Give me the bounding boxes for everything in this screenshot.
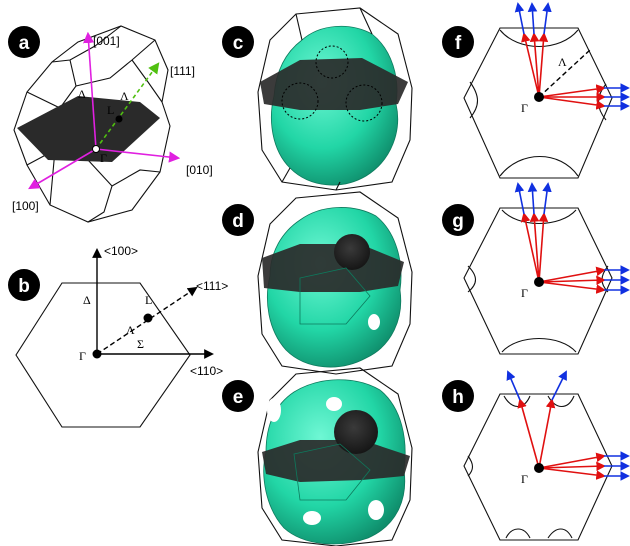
label-010: [010] (186, 163, 213, 177)
neck-contour-h-top (503, 395, 531, 408)
neck-contour-f-left (469, 81, 479, 119)
gamma-label-h: Γ (521, 472, 528, 486)
zone-frame-d (257, 191, 413, 375)
panel-c-badge (222, 26, 254, 58)
panel-d: d (222, 191, 413, 375)
axis-100 (28, 148, 97, 190)
section-plane-e (262, 440, 410, 482)
delta-label-a: Δ (78, 87, 86, 101)
hexagon-h (463, 393, 613, 541)
panel-g: g Γ (442, 182, 630, 355)
neck-hole-d1 (334, 234, 370, 270)
axis-010 (95, 148, 181, 163)
panel-a-badge (8, 26, 40, 58)
vectors-g (514, 182, 630, 295)
neck-contour-h-left (467, 455, 474, 477)
label-001: [001] (93, 34, 120, 48)
panel-c: c (222, 7, 413, 191)
vectors-f (514, 2, 630, 111)
panel-h: h Γ (442, 370, 630, 541)
l-label-b: L (145, 293, 152, 307)
zone-face-e (293, 443, 371, 501)
neck-hole-e3 (326, 397, 342, 411)
lambda-line-f (538, 49, 591, 98)
delta-label-b: Δ (83, 293, 91, 307)
gamma-point-g (534, 277, 544, 287)
hexagon-b (15, 282, 191, 428)
l-point-b (143, 313, 153, 323)
panel-e: e (222, 367, 413, 546)
sigma-label-b: Σ (137, 337, 144, 351)
panel-b: b <100> <111> <110> Γ L Δ Λ Σ (8, 244, 228, 428)
vectors-h (506, 370, 630, 481)
neck-marker-c2 (315, 45, 349, 79)
l-label-a: L (107, 103, 114, 117)
label-110-b: <110> (190, 364, 223, 378)
neck-contour-g-left (467, 265, 477, 293)
panel-e-badge (222, 380, 254, 412)
neck-hole-e4 (303, 511, 321, 525)
panel-d-badge (222, 204, 254, 236)
panel-e-label: e (233, 387, 244, 408)
section-plane-c (260, 58, 408, 110)
hexagon-f (463, 27, 613, 179)
gamma-point-b (92, 349, 102, 359)
axis-001 (83, 31, 97, 150)
neck-hole-e2 (267, 398, 281, 422)
panel-f-badge (442, 26, 474, 58)
neck-contour-f-bottom (499, 156, 579, 177)
panel-a-label: a (19, 33, 30, 54)
label-100: [100] (12, 199, 39, 213)
panel-g-badge (442, 204, 474, 236)
panel-d-label: d (232, 211, 244, 232)
l-point-a (115, 115, 123, 123)
zone-frame-c (257, 7, 413, 191)
gamma-point-f (534, 92, 544, 102)
neck-marker-c1 (281, 82, 319, 120)
zone-frame-e (257, 367, 413, 546)
panel-h-label: h (452, 387, 464, 408)
neck-contour-g-bottom (501, 337, 577, 353)
lambda-label-a: Λ (120, 89, 129, 103)
panel-b-badge (8, 269, 40, 301)
gamma-point-h (534, 463, 544, 473)
lambda-label-b: Λ (126, 323, 135, 337)
panel-f: f Γ Λ (442, 2, 630, 179)
label-100-b: <100> (104, 244, 138, 258)
neck-marker-c3 (345, 84, 383, 122)
brillouin-zone-a (13, 25, 171, 223)
neck-hole-d2 (368, 314, 380, 330)
gamma-point-a (92, 145, 100, 153)
section-plane-a (17, 96, 160, 162)
zone-face-d (299, 267, 371, 325)
neck-contour-h-bottom2 (547, 528, 573, 539)
panel-c-label: c (233, 33, 244, 54)
panel-b-label: b (18, 276, 30, 297)
axis-111 (95, 62, 160, 150)
neck-contour-g-top (501, 209, 577, 225)
label-111: [111] (170, 64, 195, 78)
gamma-label-a: Γ (100, 151, 107, 165)
label-111-b: <111> (196, 279, 228, 293)
neck-hole-e1 (334, 410, 378, 454)
gamma-label-g: Γ (521, 286, 528, 300)
gamma-label-b: Γ (79, 349, 86, 363)
panel-h-badge (442, 380, 474, 412)
neck-hole-e5 (368, 500, 384, 520)
panel-g-label: g (452, 211, 464, 232)
neck-contour-f-top (499, 29, 579, 48)
lambda-label-f: Λ (558, 55, 567, 69)
neck-contour-h-bottom (505, 528, 531, 539)
gamma-label-f: Γ (521, 101, 528, 115)
panel-a: a [001] [111] [010] [100] Γ L Λ Δ (8, 25, 213, 223)
hexagon-g (463, 207, 613, 355)
panel-f-label: f (455, 33, 462, 54)
